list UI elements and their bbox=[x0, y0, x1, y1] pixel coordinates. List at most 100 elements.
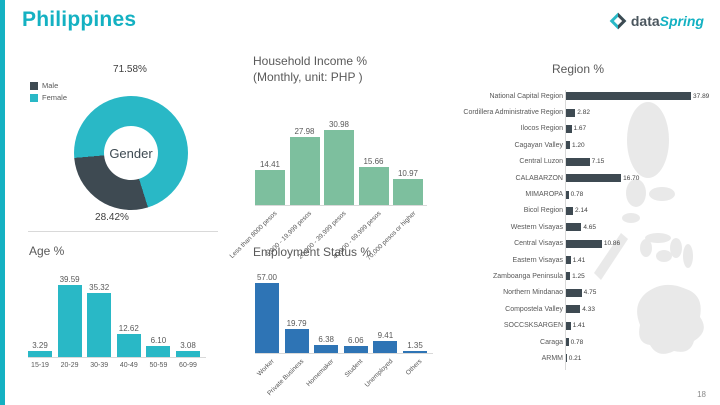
age-bar bbox=[28, 351, 52, 357]
income-value-label: 10.97 bbox=[397, 168, 419, 178]
age-category-label: 15-19 bbox=[31, 362, 49, 369]
region-row: Cagayan Valley 1.20 bbox=[438, 137, 716, 153]
region-category-label: Compostela Valley bbox=[505, 305, 563, 313]
logo-text: dataSpring bbox=[631, 13, 704, 29]
region-bar bbox=[566, 354, 567, 363]
age-bar bbox=[116, 334, 141, 357]
region-bar bbox=[566, 206, 574, 215]
region-row: Eastern Visayas 1.41 bbox=[438, 252, 716, 268]
region-category-label: Zamboanga Peninsula bbox=[492, 272, 563, 280]
employment-value-label: 9.41 bbox=[377, 331, 394, 341]
age-value-label: 39.59 bbox=[59, 274, 80, 284]
region-row: Zamboanga Peninsula 1.25 bbox=[438, 268, 716, 284]
region-row: National Capital Region 37.89 bbox=[438, 88, 716, 104]
income-bar-chart: 14.41 27.98 30.98 15.66 10.97 bbox=[255, 120, 427, 206]
region-category-label: CALABARZON bbox=[515, 174, 563, 182]
region-category-label: Central Luzon bbox=[519, 158, 563, 166]
employment-value-label: 1.35 bbox=[407, 341, 423, 351]
region-row: Western Visayas 4.65 bbox=[438, 219, 716, 235]
region-bar bbox=[566, 223, 582, 232]
employment-value-label: 6.06 bbox=[348, 335, 364, 345]
region-bar bbox=[566, 272, 571, 281]
gender-male-pct: 28.42% bbox=[95, 212, 129, 223]
region-bar bbox=[566, 92, 692, 101]
income-chart-title: Household Income % bbox=[253, 54, 368, 68]
region-axis-line bbox=[565, 90, 566, 370]
gender-donut-chart: Gender bbox=[74, 96, 188, 210]
legend-item-male: Male bbox=[30, 81, 67, 90]
region-category-label: Northern Mindanao bbox=[503, 289, 563, 297]
region-row: Northern Mindanao 4.75 bbox=[438, 285, 716, 301]
employment-category-labels: Worker Private Business Homemaker Student Un… bbox=[255, 355, 433, 405]
age-value-label: 12.62 bbox=[118, 324, 139, 333]
philippines-map-silhouette bbox=[594, 102, 704, 354]
age-category-label: 30-39 bbox=[90, 362, 109, 369]
age-chart-title: Age % bbox=[29, 244, 65, 258]
region-bar bbox=[566, 256, 571, 265]
region-category-label: MIMAROPA bbox=[525, 191, 563, 199]
age-category-label: 40-49 bbox=[119, 362, 138, 369]
employment-category-label: Unemployed bbox=[363, 358, 395, 389]
region-category-label: National Capital Region bbox=[489, 92, 563, 100]
region-value-label: 7.15 bbox=[591, 158, 605, 166]
left-accent-bar bbox=[0, 0, 5, 405]
income-value-label: 14.41 bbox=[259, 160, 281, 170]
age-value-label: 6.10 bbox=[150, 335, 167, 345]
region-row: Caraga 0.78 bbox=[438, 334, 716, 350]
logo-spring-text: Spring bbox=[659, 13, 704, 29]
region-bar bbox=[566, 124, 572, 133]
gender-donut-center-label: Gender bbox=[104, 126, 158, 180]
age-bar bbox=[176, 351, 200, 357]
age-value-label: 3.08 bbox=[180, 341, 196, 351]
region-value-label: 16.70 bbox=[623, 174, 640, 182]
region-bar bbox=[566, 157, 590, 166]
region-value-label: 10.86 bbox=[603, 240, 621, 248]
age-category-labels: 15-19 20-29 30-39 40-49 50-59 60-99 bbox=[28, 359, 206, 371]
region-bar bbox=[566, 174, 622, 183]
legend-label-female: Female bbox=[42, 93, 68, 102]
region-chart-title: Region % bbox=[552, 62, 605, 76]
region-row: Central Luzon 7.15 bbox=[438, 154, 716, 170]
region-value-label: 1.25 bbox=[572, 272, 585, 280]
age-bar bbox=[87, 292, 112, 357]
region-category-label: SOCCSKSARGEN bbox=[503, 322, 563, 330]
region-category-label: Bicol Region bbox=[523, 207, 563, 215]
employment-bar bbox=[343, 345, 368, 353]
employment-bar-chart: 57.00 19.79 6.38 6.06 9.41 1.35 bbox=[255, 273, 433, 354]
region-value-label: 0.21 bbox=[568, 354, 582, 362]
legend-swatch-female bbox=[30, 93, 38, 102]
income-bar bbox=[358, 167, 389, 205]
employment-chart-title: Employment Status % bbox=[253, 245, 372, 259]
region-bar bbox=[566, 108, 576, 117]
region-bar bbox=[566, 305, 581, 314]
income-bar bbox=[393, 178, 423, 205]
dataspring-logo: dataSpring bbox=[608, 11, 704, 31]
employment-category-label: Student bbox=[343, 358, 365, 379]
region-row: CALABARZON 16.70 bbox=[438, 170, 716, 186]
region-bar bbox=[566, 190, 569, 199]
age-bar-chart: 3.29 39.59 35.32 12.62 6.10 3.08 bbox=[28, 275, 206, 358]
legend-swatch-male bbox=[30, 81, 38, 90]
employment-bar bbox=[255, 282, 279, 353]
gender-section-divider bbox=[28, 231, 218, 232]
age-category-label: 60-99 bbox=[179, 362, 197, 369]
age-bar bbox=[57, 284, 82, 357]
region-row: Central Visayas 10.86 bbox=[438, 236, 716, 252]
region-category-label: Western Visayas bbox=[510, 223, 563, 231]
employment-bar bbox=[403, 351, 427, 353]
age-bar bbox=[146, 345, 171, 357]
region-row: Cordillera Administrative Region 2.82 bbox=[438, 104, 716, 120]
region-bar-chart: National Capital Region 37.89 Cordillera A… bbox=[438, 88, 716, 367]
region-row: Compostela Valley 4.33 bbox=[438, 301, 716, 317]
employment-category-label: Worker bbox=[256, 358, 276, 378]
region-value-label: 1.20 bbox=[571, 141, 585, 149]
page-number: 18 bbox=[697, 390, 706, 399]
region-row: SOCCSKSARGEN 1.41 bbox=[438, 317, 716, 333]
income-value-label: 27.98 bbox=[294, 127, 315, 137]
region-value-label: 2.14 bbox=[575, 207, 588, 215]
region-category-label: Caraga bbox=[540, 338, 563, 346]
region-category-label: Ilocos Region bbox=[520, 125, 563, 133]
gender-female-pct: 71.58% bbox=[113, 64, 147, 75]
age-category-label: 50-59 bbox=[149, 362, 168, 369]
